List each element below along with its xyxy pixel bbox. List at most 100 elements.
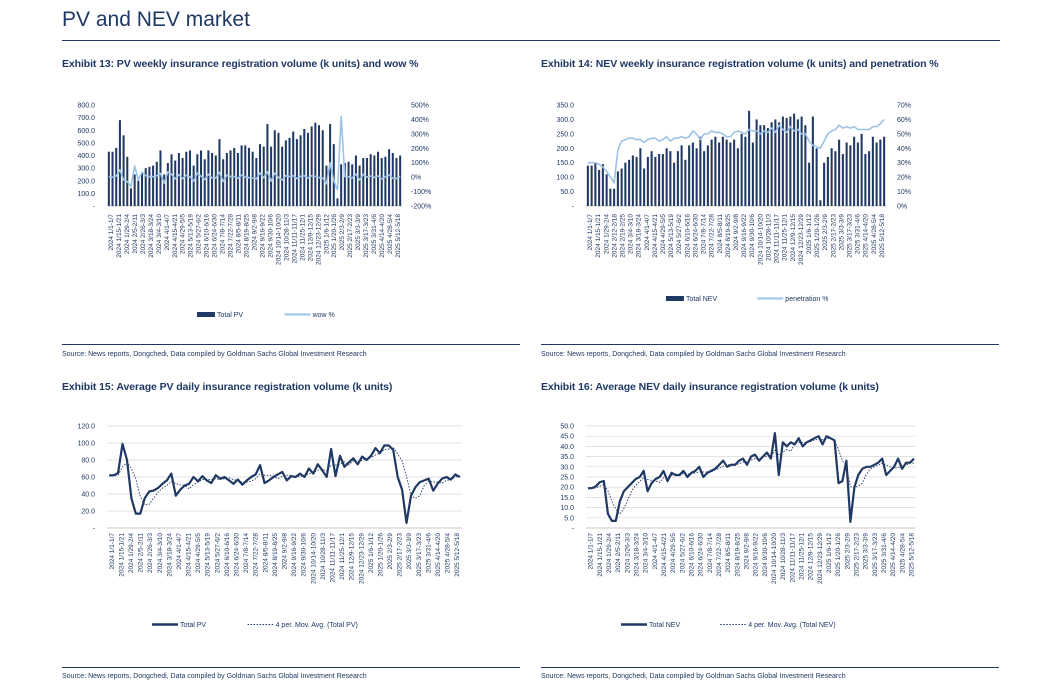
title-divider	[62, 40, 1000, 41]
x-tick-label: 2025 3/31-4/6	[425, 533, 432, 574]
x-tick-label: 2024 6/24-6/30	[234, 533, 241, 577]
bar	[736, 148, 739, 206]
x-tick-label: 2024 5/27-6/2	[196, 214, 203, 255]
bar	[620, 168, 623, 206]
bar	[605, 174, 608, 206]
bar	[181, 158, 184, 206]
x-tick-label: 2024 5/27-6/2	[679, 533, 686, 574]
x-tick-label: 2025 4/28-5/4	[445, 533, 452, 574]
x-tick-label: 2024 10/28-11/3	[780, 533, 787, 580]
y-tick-label: 30.0	[560, 464, 574, 471]
x-tick-label: 2024 12/9-12/15	[307, 214, 314, 262]
bar	[808, 162, 811, 206]
y-tick-label: 300.0	[77, 166, 95, 173]
x-tick-label: 2025 2/3-2/9	[844, 533, 851, 570]
y-tick-label: 350.0	[556, 103, 574, 110]
bar	[826, 156, 829, 206]
series-line	[109, 446, 460, 506]
legend-label: Total NEV	[686, 296, 717, 303]
x-tick-label: 2024 12/23-12/29	[817, 533, 824, 584]
bar	[115, 147, 118, 206]
y2-tick-label: 400%	[411, 117, 429, 124]
bar	[174, 160, 177, 206]
bar	[755, 119, 758, 206]
x-tick-label: 2024 5/13-5/19	[668, 214, 675, 258]
x-tick-label: 2024 6/10-6/16	[224, 533, 231, 577]
x-tick-label: 2024 8/5-8/11	[725, 533, 732, 573]
y-tick-label: 500.0	[77, 140, 95, 147]
bar	[789, 116, 792, 206]
x-tick-label: 2024 3/18-3/24	[633, 533, 640, 577]
legend-label: wow %	[312, 312, 335, 319]
x-tick-label: 2024 8/5-8/11	[717, 214, 724, 254]
bar	[203, 159, 206, 206]
y2-tick-label: 300%	[411, 131, 429, 138]
y-tick-label: 100.0	[77, 441, 95, 448]
bar	[196, 154, 199, 206]
bar	[214, 155, 217, 206]
x-tick-label: 2024 1/15-1/21	[118, 533, 125, 577]
bar	[159, 150, 162, 206]
x-tick-label: 2024 9/2-9/8	[733, 214, 740, 251]
x-tick-label: 2024 10/28-11/3	[765, 214, 772, 261]
bar	[586, 165, 589, 206]
bar	[295, 139, 298, 206]
bar	[721, 136, 724, 206]
x-tick-label: 2025 4/28-5/4	[899, 533, 906, 574]
bar	[299, 135, 302, 206]
x-tick-label: 2024 7/22-7/28	[253, 533, 260, 577]
x-tick-label: 2025 3/17-3/23	[363, 214, 370, 258]
bar	[804, 125, 807, 206]
bar	[819, 200, 822, 206]
exhibit-16-title: Exhibit 16: Average NEV daily insurance …	[541, 381, 879, 393]
x-tick-label: 2025 4/14-4/20	[890, 533, 897, 577]
bar	[373, 155, 376, 206]
bar	[343, 163, 346, 206]
x-tick-label: 2025 2/17-2/23	[853, 533, 860, 577]
x-tick-label: 2025 4/28-5/4	[871, 214, 878, 255]
bar	[292, 131, 295, 206]
bar	[384, 156, 387, 206]
y-tick-label: 300.0	[556, 117, 574, 124]
bar	[699, 136, 702, 206]
y-tick-label: 25.0	[560, 475, 574, 482]
y-tick-label: -	[572, 204, 575, 211]
y2-tick-label: 40%	[897, 146, 911, 153]
source-note: Source: News reports, Dongchedi, Data co…	[62, 351, 367, 358]
bar	[868, 151, 871, 206]
y-tick-label: 15.0	[560, 495, 574, 502]
x-tick-label: 2025 1/6-1/12	[323, 214, 330, 255]
bar	[643, 168, 646, 206]
x-tick-label: 2025 5/12-5/18	[395, 214, 402, 258]
x-tick-label: 2024 8/19-8/25	[272, 533, 279, 577]
bar	[388, 149, 391, 206]
bar	[635, 156, 638, 206]
x-tick-label: 2024 3/4-3/10	[156, 214, 163, 255]
x-tick-label: 2024 9/30-10/6	[762, 533, 769, 577]
bar	[751, 142, 754, 206]
x-tick-label: 2025 1/6-1/12	[368, 533, 375, 574]
x-tick-label: 2025 5/12-5/18	[454, 533, 461, 577]
bar	[111, 151, 114, 206]
bar	[695, 148, 698, 206]
x-tick-label: 2024 10/28-11/3	[320, 533, 327, 580]
y-tick-label: 150.0	[556, 160, 574, 167]
y2-tick-label: 100%	[411, 160, 429, 167]
legend-label: penetration %	[785, 296, 828, 303]
x-tick-label: 2025 3/3-3/9	[863, 533, 870, 570]
bar	[785, 117, 788, 206]
bar	[639, 148, 642, 206]
bar	[122, 135, 125, 206]
x-tick-label: 2024 2/5-2/11	[615, 533, 622, 573]
y-tick-label: 80.0	[81, 458, 95, 465]
bar	[680, 145, 683, 206]
bar	[141, 171, 144, 206]
y-tick-label: 45.0	[560, 434, 574, 441]
source-divider	[541, 667, 999, 668]
bar	[823, 162, 826, 206]
exhibit-16-chart: 50.0 45.0 40.0 35.0 30.0 25.0 20.0 15.0 10.0 5.0 -…	[560, 424, 916, 629]
bar	[744, 136, 747, 206]
bar	[277, 132, 280, 206]
exhibit-15-title: Exhibit 15: Average PV daily insurance r…	[62, 381, 393, 393]
